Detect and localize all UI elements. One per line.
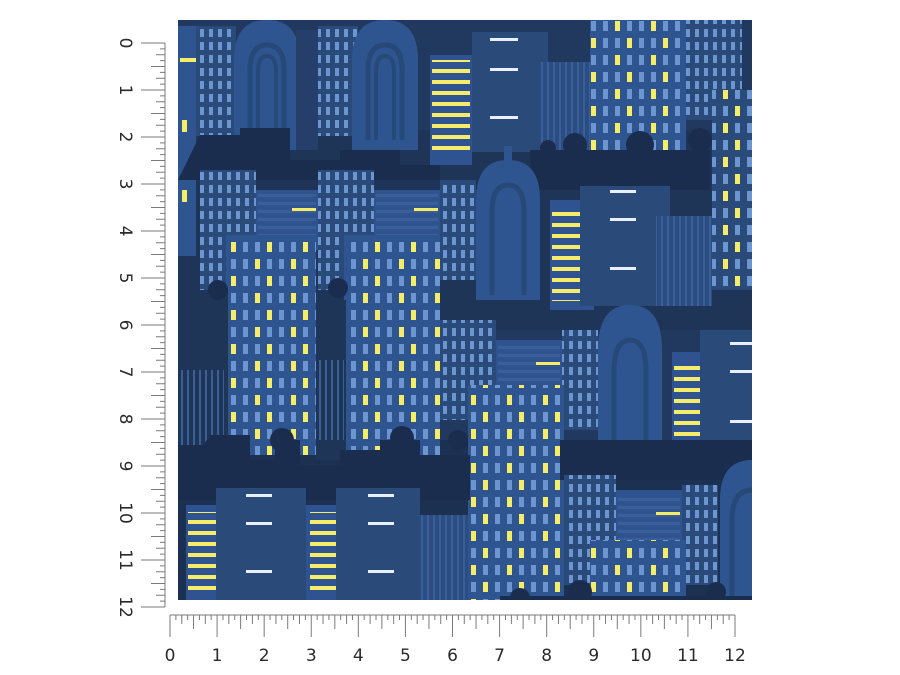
horizontal-ruler-label: 10	[630, 646, 652, 666]
vertical-ruler-label: 0	[115, 38, 135, 49]
vertical-ruler-label: 11	[115, 549, 135, 571]
vertical-ruler-label: 3	[115, 179, 135, 190]
horizontal-ruler-label: 6	[447, 646, 458, 666]
vertical-ruler-label: 5	[115, 273, 135, 284]
vertical-ruler-label: 7	[115, 367, 135, 378]
horizontal-ruler-label: 1	[212, 646, 223, 666]
horizontal-ruler-label: 4	[353, 646, 364, 666]
vertical-ruler-label: 10	[115, 502, 135, 524]
vertical-ruler-label: 1	[115, 85, 135, 96]
horizontal-ruler-label: 11	[677, 646, 699, 666]
tile-top-2	[318, 20, 418, 150]
horizontal-ruler-label: 7	[494, 646, 505, 666]
horizontal-ruler-label: 2	[259, 646, 270, 666]
horizontal-ruler-label: 9	[588, 646, 599, 666]
vertical-ruler-label: 8	[115, 414, 135, 425]
horizontal-ruler-label: 8	[541, 646, 552, 666]
vertical-ruler-label: 9	[115, 461, 135, 472]
vertical-ruler-label: 2	[115, 132, 135, 143]
horizontal-ruler-label: 5	[400, 646, 411, 666]
tile-top	[196, 20, 318, 150]
horizontal-ruler-label: 0	[165, 646, 176, 666]
vertical-ruler-label: 12	[115, 596, 135, 618]
horizontal-ruler-label: 3	[306, 646, 317, 666]
vertical-ruler-label: 6	[115, 320, 135, 331]
horizontal-ruler-label: 12	[724, 646, 746, 666]
vertical-ruler-label: 4	[115, 226, 135, 237]
city-pattern-swatch	[178, 20, 752, 600]
